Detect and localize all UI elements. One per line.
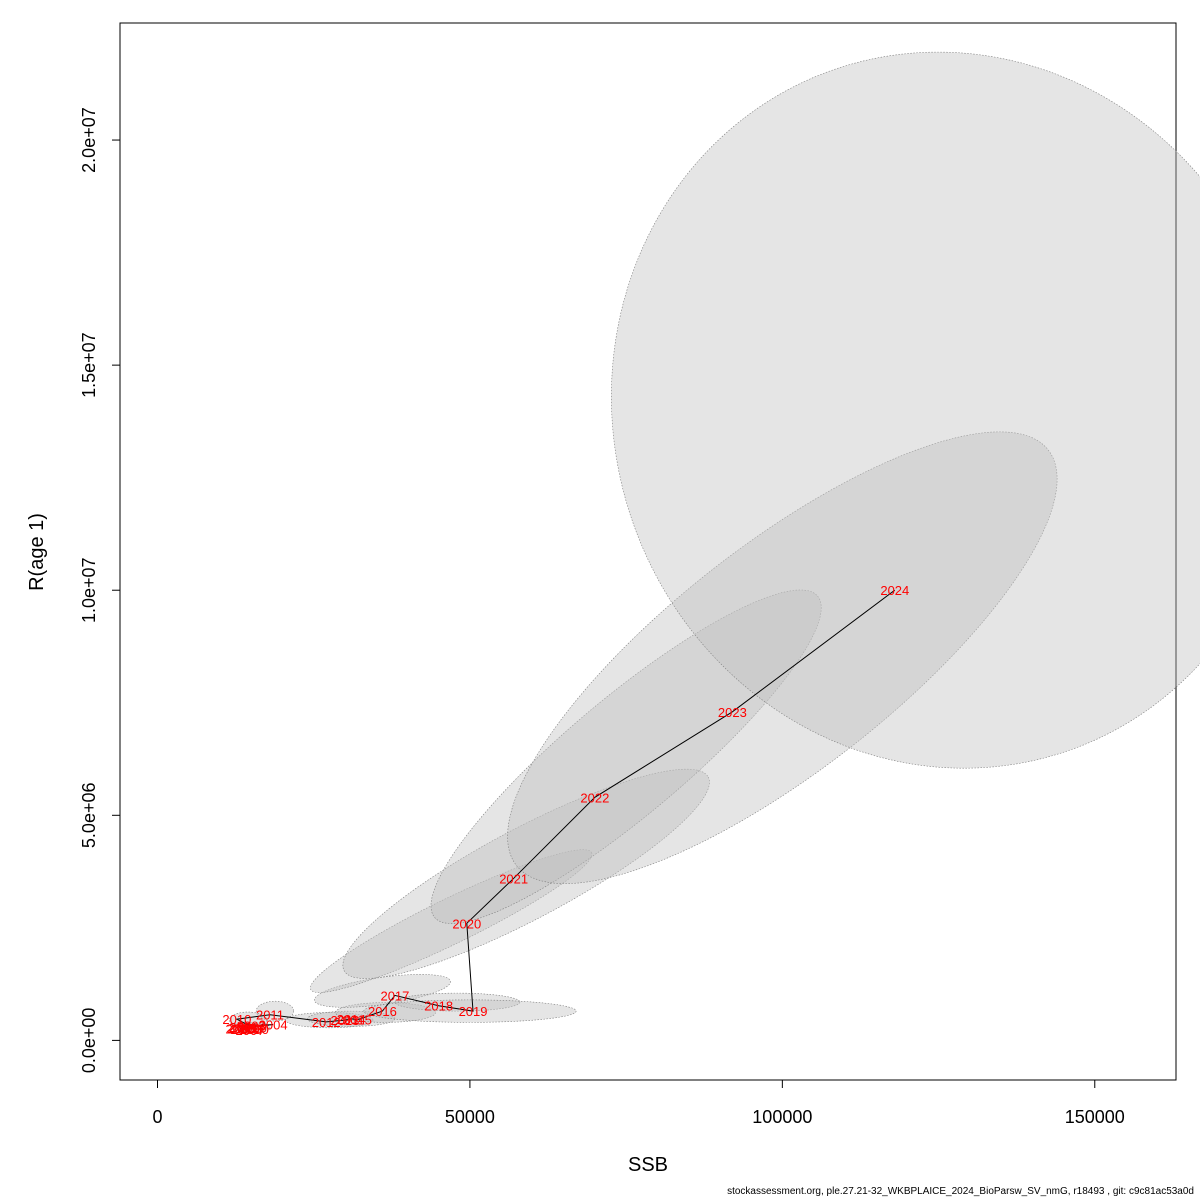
x-tick-label: 50000 xyxy=(445,1107,495,1127)
point-label-2007: 2007 xyxy=(236,1023,265,1038)
point-label-2012: 2012 xyxy=(312,1015,341,1030)
confidence-ellipse xyxy=(611,51,1200,769)
point-label-2022: 2022 xyxy=(580,790,609,805)
point-label-2015: 2015 xyxy=(343,1013,372,1028)
point-label-2020: 2020 xyxy=(452,916,481,931)
confidence-ellipse xyxy=(342,768,710,979)
footer-credit: stockassessment.org, ple.27.21-32_WKBPLA… xyxy=(727,1186,1194,1197)
point-label-2009: 2009 xyxy=(238,1020,267,1035)
point-label-2019: 2019 xyxy=(459,1004,488,1019)
point-label-2023: 2023 xyxy=(718,705,747,720)
x-tick-label: 150000 xyxy=(1065,1107,1125,1127)
point-label-2004: 2004 xyxy=(259,1018,288,1033)
confidence-ellipse xyxy=(394,992,521,1012)
confidence-ellipse xyxy=(285,1012,374,1029)
y-tick-label: 1.0e+07 xyxy=(79,557,99,623)
point-label-2013: 2013 xyxy=(330,1013,359,1028)
trajectory-polyline xyxy=(235,589,896,1031)
point-label-2006: 2006 xyxy=(231,1022,260,1037)
point-label-2008: 2008 xyxy=(226,1022,255,1037)
confidence-ellipses xyxy=(229,51,1200,1034)
point-label-2011: 2011 xyxy=(256,1008,284,1023)
confidence-ellipse xyxy=(507,431,1058,884)
y-axis: 0.0e+00 5.0e+06 1.0e+07 1.5e+07 2.0e+07 xyxy=(79,107,121,1074)
point-label-2016: 2016 xyxy=(368,1004,397,1019)
y-tick-label: 0.0e+00 xyxy=(79,1008,99,1074)
x-tick-label: 100000 xyxy=(752,1107,812,1127)
point-label-2014: 2014 xyxy=(337,1012,366,1027)
confidence-ellipse xyxy=(363,999,577,1023)
y-tick-label: 2.0e+07 xyxy=(79,107,99,173)
point-label-2021: 2021 xyxy=(499,871,528,886)
y-tick-label: 5.0e+06 xyxy=(79,783,99,849)
point-label-2017: 2017 xyxy=(380,988,409,1003)
y-axis-title: R(age 1) xyxy=(26,513,48,591)
y-tick-label: 1.5e+07 xyxy=(79,332,99,398)
point-label-2003: 2003 xyxy=(237,1019,266,1034)
year-labels: 2000200120022003200420052006200720082009… xyxy=(222,583,909,1038)
point-label-2018: 2018 xyxy=(424,999,453,1014)
x-axis-title: SSB xyxy=(628,1154,668,1176)
point-label-2010: 2010 xyxy=(222,1012,251,1027)
point-label-2002: 2002 xyxy=(234,1022,263,1037)
point-label-2005: 2005 xyxy=(227,1021,256,1036)
x-tick-label: 0 xyxy=(152,1107,162,1127)
x-axis: 0 50000 100000 150000 xyxy=(152,1079,1125,1127)
point-label-2024: 2024 xyxy=(880,583,909,598)
point-label-2001: 2001 xyxy=(229,1020,258,1035)
point-label-2000: 2000 xyxy=(240,1022,269,1037)
confidence-ellipse xyxy=(430,589,822,924)
confidence-ellipse xyxy=(310,849,593,993)
confidence-ellipse xyxy=(335,1002,436,1023)
trajectory-line xyxy=(235,589,896,1031)
